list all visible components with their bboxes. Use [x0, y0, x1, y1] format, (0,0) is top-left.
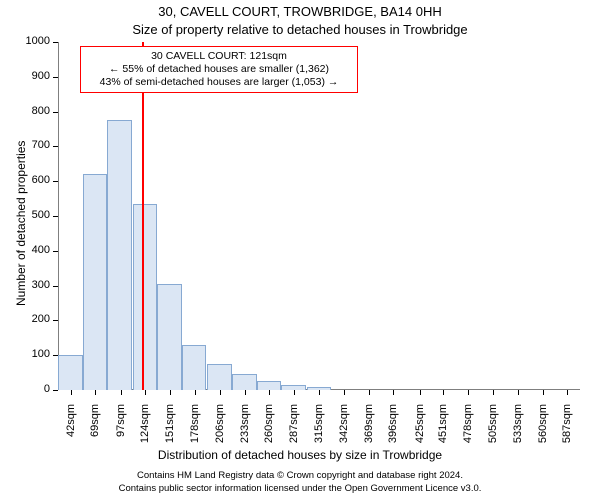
y-tick-label: 0	[18, 383, 50, 395]
x-tick	[518, 390, 519, 395]
y-tick-label: 100	[18, 348, 50, 360]
x-axis-label: Distribution of detached houses by size …	[0, 448, 600, 462]
footer-line-2: Contains public sector information licen…	[0, 483, 600, 494]
x-tick-label: 425sqm	[414, 404, 426, 454]
page-subtitle: Size of property relative to detached ho…	[0, 22, 600, 37]
axis-left	[58, 42, 59, 390]
x-tick-label: 451sqm	[437, 404, 449, 454]
x-tick	[245, 390, 246, 395]
y-tick	[53, 146, 58, 147]
histogram-bar	[281, 385, 306, 390]
x-tick	[294, 390, 295, 395]
x-tick-label: 587sqm	[561, 404, 573, 454]
y-tick	[53, 112, 58, 113]
x-tick	[195, 390, 196, 395]
y-tick-label: 500	[18, 209, 50, 221]
histogram-bar	[107, 120, 132, 390]
histogram-bar	[133, 204, 158, 390]
x-tick	[468, 390, 469, 395]
x-tick-label: 533sqm	[512, 404, 524, 454]
y-tick-label: 200	[18, 313, 50, 325]
y-tick-label: 600	[18, 174, 50, 186]
x-tick-label: 260sqm	[263, 404, 275, 454]
x-tick	[443, 390, 444, 395]
x-tick	[95, 390, 96, 395]
x-tick-label: 505sqm	[487, 404, 499, 454]
x-tick-label: 369sqm	[363, 404, 375, 454]
y-tick	[53, 390, 58, 391]
x-tick-label: 315sqm	[313, 404, 325, 454]
histogram-bar	[207, 364, 232, 390]
x-tick-label: 396sqm	[387, 404, 399, 454]
x-tick	[269, 390, 270, 395]
x-tick-label: 233sqm	[239, 404, 251, 454]
y-tick-label: 400	[18, 244, 50, 256]
property-marker-line	[142, 42, 144, 390]
x-tick	[543, 390, 544, 395]
y-tick-label: 900	[18, 70, 50, 82]
y-tick	[53, 42, 58, 43]
x-tick	[369, 390, 370, 395]
x-tick-label: 151sqm	[164, 404, 176, 454]
x-tick	[170, 390, 171, 395]
x-tick	[121, 390, 122, 395]
y-tick-label: 1000	[18, 35, 50, 47]
y-tick-label: 800	[18, 105, 50, 117]
page-title: 30, CAVELL COURT, TROWBRIDGE, BA14 0HH	[0, 4, 600, 19]
x-tick-label: 560sqm	[537, 404, 549, 454]
y-tick	[53, 216, 58, 217]
x-tick-label: 124sqm	[139, 404, 151, 454]
y-tick	[53, 251, 58, 252]
x-tick	[420, 390, 421, 395]
callout-line-1: 30 CAVELL COURT: 121sqm	[87, 50, 351, 63]
x-tick	[344, 390, 345, 395]
callout-box: 30 CAVELL COURT: 121sqm← 55% of detached…	[80, 46, 358, 93]
x-tick-label: 287sqm	[288, 404, 300, 454]
callout-line-3: 43% of semi-detached houses are larger (…	[87, 76, 351, 89]
x-tick	[71, 390, 72, 395]
x-tick	[393, 390, 394, 395]
callout-line-2: ← 55% of detached houses are smaller (1,…	[87, 63, 351, 76]
histogram-bar	[257, 381, 282, 390]
histogram-bar	[157, 284, 182, 390]
y-tick-label: 300	[18, 279, 50, 291]
x-tick-label: 178sqm	[189, 404, 201, 454]
x-tick-label: 42sqm	[65, 404, 77, 454]
x-tick	[220, 390, 221, 395]
x-tick-label: 69sqm	[89, 404, 101, 454]
histogram-bar	[307, 387, 332, 390]
x-tick-label: 478sqm	[462, 404, 474, 454]
histogram-bar	[182, 345, 207, 390]
histogram-bar	[232, 374, 257, 390]
y-tick	[53, 181, 58, 182]
x-tick	[319, 390, 320, 395]
histogram-bar	[83, 174, 108, 390]
x-tick-label: 97sqm	[115, 404, 127, 454]
histogram-bar	[58, 355, 83, 390]
x-tick	[493, 390, 494, 395]
y-tick	[53, 320, 58, 321]
histogram-plot: 0100200300400500600700800900100042sqm69s…	[58, 42, 580, 390]
footer-line-1: Contains HM Land Registry data © Crown c…	[0, 470, 600, 481]
x-tick-label: 206sqm	[214, 404, 226, 454]
x-tick	[567, 390, 568, 395]
y-tick	[53, 77, 58, 78]
y-tick-label: 700	[18, 139, 50, 151]
y-tick	[53, 286, 58, 287]
x-tick-label: 342sqm	[338, 404, 350, 454]
x-tick	[145, 390, 146, 395]
